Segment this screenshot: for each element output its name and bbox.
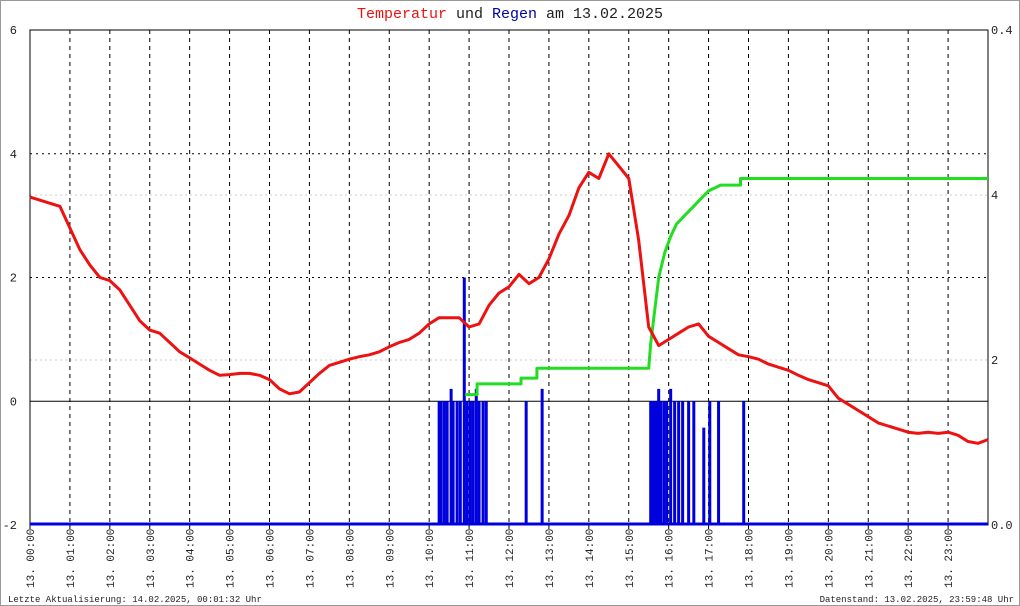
footer-left: Letzte Aktualisierung: 14.02.2025, 00:01… (8, 595, 262, 605)
rain-bar (702, 427, 706, 525)
x-tick-label: 13. 01:00 (66, 529, 78, 588)
rain-bar (657, 388, 661, 525)
rain-bar (455, 401, 459, 525)
rain-bar (445, 401, 449, 525)
rain-bar (742, 401, 746, 525)
rain-bar (471, 401, 475, 525)
x-tick-label: 13. 11:00 (465, 529, 477, 588)
y2-tick-label: 0.4 (991, 24, 1013, 38)
x-tick-label: 13. 12:00 (505, 529, 517, 588)
x-tick-label: 13. 00:00 (26, 529, 38, 588)
y-tick-label: 6 (10, 24, 17, 38)
x-tick-label: 13. 13:00 (545, 529, 557, 588)
rain-bar (477, 401, 481, 525)
rain-bar (669, 388, 673, 525)
x-tick-label: 13. 03:00 (146, 529, 158, 588)
y2-tick-label: 4 (991, 189, 998, 203)
rain-bar (655, 401, 659, 525)
rain-bar (484, 401, 488, 525)
rain-bar (665, 401, 669, 525)
rain-bar (649, 401, 653, 525)
y-tick-label: -2 (3, 519, 17, 533)
y-tick-label: 0 (10, 395, 17, 409)
y2-tick-label: 2 (991, 354, 998, 368)
rain-bar (462, 277, 466, 525)
footer-right: Datenstand: 13.02.2025, 23:59:48 Uhr (820, 595, 1014, 605)
x-tick-label: 13. 08:00 (345, 529, 357, 588)
x-tick-label: 13. 16:00 (665, 529, 677, 588)
rain-bar (451, 401, 455, 525)
rain-bar (659, 401, 663, 525)
x-tick-label: 13. 06:00 (266, 529, 278, 588)
x-tick-label: 13. 09:00 (385, 529, 397, 588)
x-tick-label: 13. 23:00 (944, 529, 956, 588)
rain-bar (465, 401, 469, 525)
x-tick-label: 13. 02:00 (106, 529, 118, 588)
rain-bar (458, 401, 462, 525)
rain-bar (524, 401, 528, 525)
rain-bar (673, 401, 677, 525)
x-tick-label: 13. 21:00 (864, 529, 876, 588)
x-tick-label: 13. 04:00 (186, 529, 198, 588)
rain-bar (449, 388, 453, 525)
rain-bar (692, 401, 696, 525)
title-part: am 13.02.2025 (546, 6, 663, 23)
y-tick-label: 4 (10, 148, 17, 162)
rain-bar (717, 401, 721, 525)
y2-tick-label: 0.0 (991, 519, 1013, 533)
rain-bar (687, 401, 691, 525)
x-tick-label: 13. 22:00 (904, 529, 916, 588)
rain-bar (653, 401, 657, 525)
rain-bar (442, 401, 446, 525)
x-tick-label: 13. 10:00 (425, 529, 437, 588)
x-tick-label: 13. 20:00 (824, 529, 836, 588)
title-rain: Regen (492, 6, 537, 23)
rain-bar (474, 388, 478, 525)
series-line (465, 177, 988, 397)
series-line (29, 152, 989, 445)
rain-bar (708, 401, 712, 525)
rain-bar (481, 401, 485, 525)
y-tick-label: 2 (10, 272, 17, 286)
title-temp: Temperatur (357, 6, 447, 23)
title-part: und (456, 6, 483, 23)
rain-bar (662, 401, 666, 525)
x-tick-label: 13. 17:00 (705, 529, 717, 588)
rain-bar (439, 401, 443, 525)
rain-bar (468, 401, 472, 525)
x-tick-label: 13. 14:00 (585, 529, 597, 588)
x-tick-label: 13. 19:00 (784, 529, 796, 588)
rain-bar (681, 401, 685, 525)
x-tick-label: 13. 07:00 (305, 529, 317, 588)
rain-bar (677, 401, 681, 525)
x-tick-label: 13. 18:00 (745, 529, 757, 588)
chart-title: Temperatur und Regen am 13.02.2025 (357, 6, 663, 23)
rain-bar (651, 401, 655, 525)
rain-bar (540, 388, 544, 525)
rain-bar (437, 401, 441, 525)
x-tick-label: 13. 05:00 (226, 529, 238, 588)
x-tick-label: 13. 15:00 (625, 529, 637, 588)
